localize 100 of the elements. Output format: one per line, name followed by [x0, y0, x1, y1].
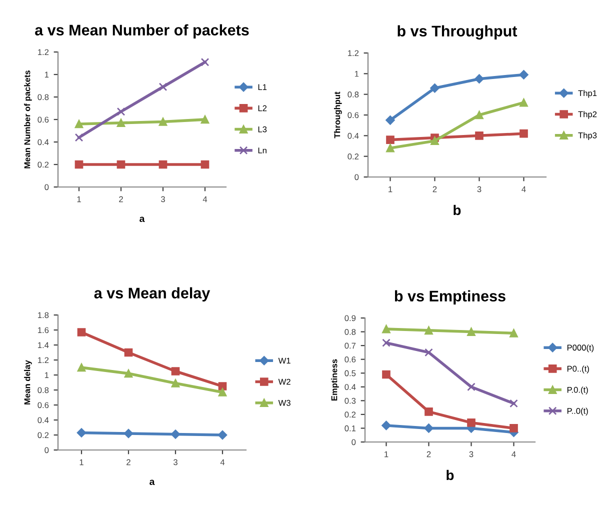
point — [382, 420, 391, 430]
legend-label: W3 — [278, 400, 290, 406]
legend-label: Thp1 — [578, 90, 597, 98]
y-tick-label: 0.8 — [348, 92, 359, 98]
point — [77, 363, 86, 372]
y-tick-label: 0.8 — [38, 94, 49, 100]
point — [382, 338, 390, 347]
point — [467, 328, 476, 336]
legend-label: L3 — [258, 126, 267, 132]
y-tick-label: 0.2 — [348, 154, 359, 160]
y-tick-label: 1.4 — [38, 342, 49, 348]
x-axis-title: b — [446, 470, 454, 480]
legend-label: P000(t) — [567, 344, 594, 352]
x-axis-title: a — [150, 480, 155, 486]
legend-label: P.0.(t) — [567, 386, 588, 394]
y-tick-label: 0.9 — [344, 315, 356, 322]
point — [520, 129, 528, 138]
y-tick-label: 1.8 — [38, 312, 49, 318]
point — [430, 84, 440, 93]
point — [158, 160, 168, 169]
x-tick-label: 2 — [126, 459, 130, 466]
x-tick-label: 4 — [202, 196, 208, 202]
x-tick-label: 3 — [469, 451, 474, 458]
legend-label: Ln — [258, 148, 266, 154]
point — [510, 424, 518, 432]
y-tick-label: 1 — [44, 372, 49, 378]
point — [74, 120, 84, 128]
chart-title: b vs Emptiness — [394, 290, 506, 305]
y-axis-title: Throughput — [334, 92, 342, 138]
x-tick-label: 1 — [384, 451, 388, 458]
y-tick-label: 0.4 — [38, 139, 49, 146]
point — [218, 388, 227, 396]
y-tick-label: 0.6 — [38, 116, 49, 123]
point — [171, 379, 180, 388]
y-axis-title: Mean delay — [24, 360, 32, 404]
x-tick-label: 2 — [426, 451, 431, 458]
point — [124, 428, 134, 438]
point — [430, 136, 439, 145]
point — [467, 418, 476, 427]
legend-label: Thp3 — [578, 132, 597, 140]
x-axis-title: b — [454, 204, 461, 216]
x-tick-label: 4 — [522, 186, 526, 192]
x-tick-label: 3 — [174, 459, 178, 466]
point — [424, 326, 433, 335]
x-tick-label: 4 — [220, 459, 225, 466]
chart-title: a vs Mean Number of packets — [35, 24, 249, 39]
point — [467, 382, 476, 392]
point — [124, 369, 133, 378]
y-tick-label: 0.7 — [344, 342, 356, 349]
point — [170, 430, 180, 439]
point — [218, 382, 227, 390]
y-tick-label: 0.2 — [344, 412, 356, 418]
y-tick-label: 0.4 — [38, 417, 49, 424]
point — [474, 74, 484, 84]
y-tick-label: 0.3 — [344, 398, 356, 404]
point — [386, 144, 394, 152]
point — [386, 116, 395, 125]
y-tick-label: 0 — [44, 447, 49, 454]
y-tick-label: 1.2 — [38, 357, 49, 364]
x-axis-title: a — [140, 216, 145, 222]
x-tick-label: 3 — [477, 186, 482, 192]
point — [200, 160, 210, 169]
point — [116, 160, 126, 169]
point — [158, 118, 168, 126]
x-tick-label: 3 — [161, 196, 165, 202]
chart-title: b vs Throughput — [398, 25, 518, 40]
x-tick-label: 1 — [77, 196, 81, 202]
x-tick-label: 2 — [432, 186, 437, 192]
point — [382, 324, 390, 334]
point — [424, 408, 433, 416]
point — [475, 132, 484, 140]
y-tick-label: 0.5 — [344, 370, 356, 376]
point — [171, 367, 180, 376]
point — [116, 107, 126, 116]
point — [74, 160, 84, 169]
x-tick-label: 1 — [388, 186, 392, 192]
y-tick-label: 0.6 — [348, 112, 359, 118]
y-tick-label: 0 — [352, 439, 356, 446]
point — [510, 399, 518, 408]
y-tick-label: 0 — [44, 184, 49, 190]
y-tick-label: 0.6 — [344, 356, 356, 362]
point — [200, 115, 210, 124]
point — [520, 98, 528, 107]
point — [218, 430, 228, 440]
y-tick-label: 1.2 — [348, 50, 359, 56]
y-tick-label: 0.8 — [38, 387, 49, 394]
point — [519, 70, 528, 80]
legend-label: W1 — [278, 358, 290, 364]
y-tick-label: 1 — [44, 72, 49, 78]
legend-label: L2 — [258, 105, 267, 112]
y-tick-label: 0.2 — [38, 162, 49, 168]
y-tick-label: 1.6 — [38, 327, 49, 334]
y-axis-title: Emptiness — [331, 359, 339, 401]
y-axis-title: Mean Number of packets — [24, 70, 32, 168]
point — [424, 424, 434, 433]
point — [116, 118, 126, 128]
point — [510, 328, 518, 338]
point — [382, 370, 390, 379]
y-tick-label: 0.8 — [344, 328, 356, 335]
y-tick-label: 0 — [354, 174, 359, 180]
